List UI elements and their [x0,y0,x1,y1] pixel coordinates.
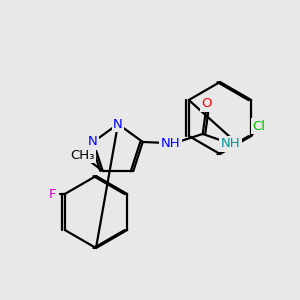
Text: N: N [113,118,123,130]
Text: N: N [87,136,97,148]
Text: CH₃: CH₃ [70,148,95,161]
Text: NH: NH [221,137,241,151]
Text: O: O [202,98,212,110]
Text: NH: NH [161,137,181,151]
Text: F: F [49,188,57,200]
Text: Cl: Cl [253,119,266,133]
